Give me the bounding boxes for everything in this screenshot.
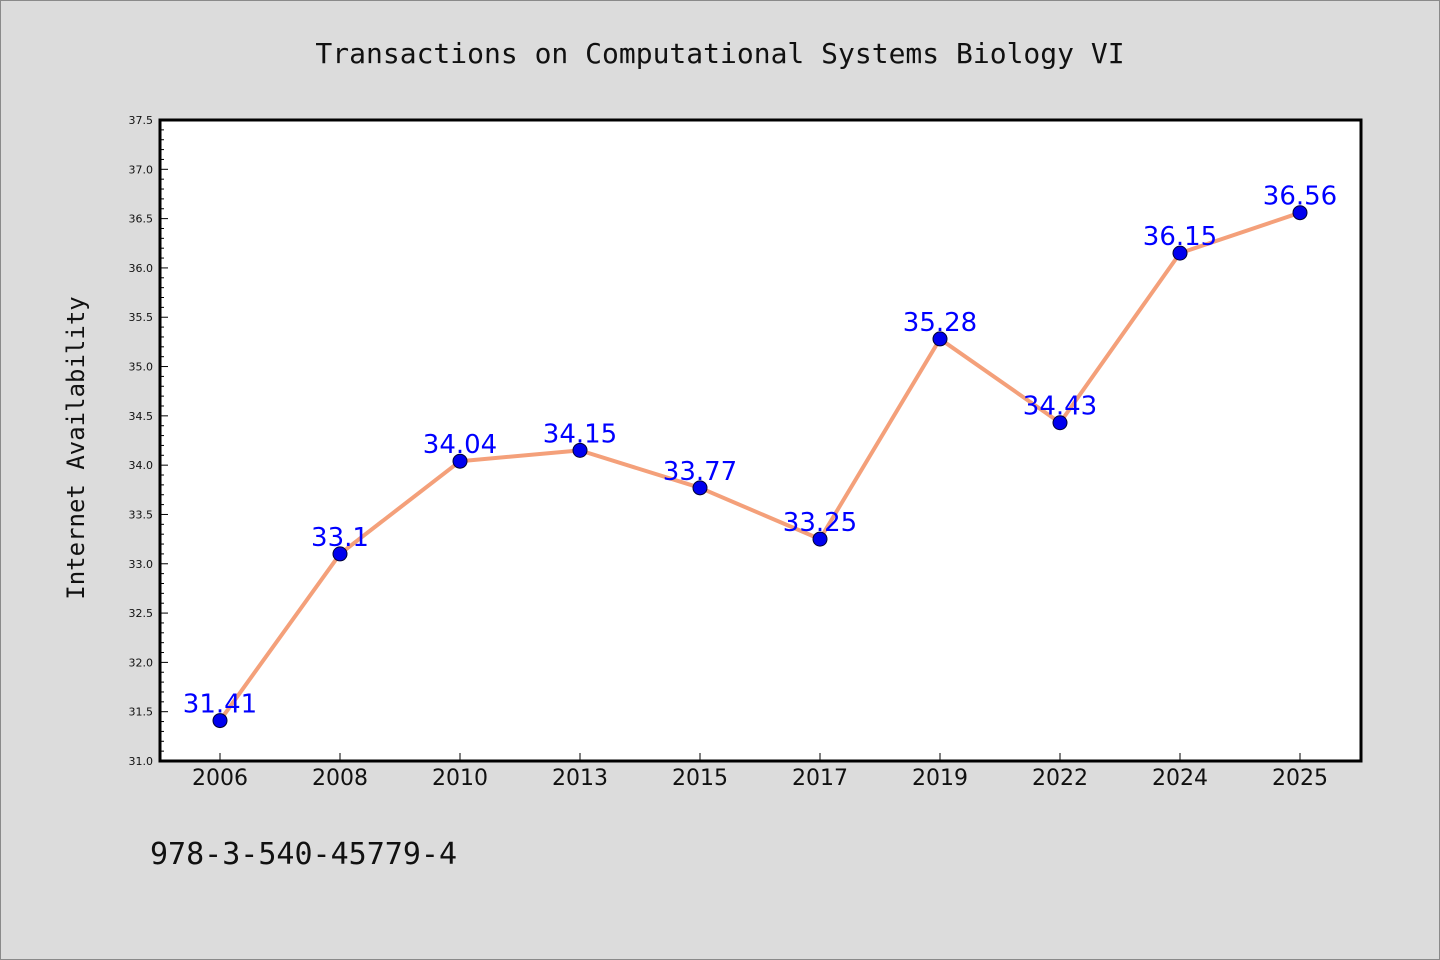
series: 31.41 33.1 34.04 34.15 33.77 33.25 35.28 34.43 3… [183,182,1337,729]
x-tick-label: 2017 [792,766,848,791]
y-tick-label: 36.5 [129,213,154,226]
chart-title: Transactions on Computational Systems Bi… [315,37,1124,70]
data-label: 36.56 [1263,182,1337,212]
data-point [332,546,348,562]
data-label: 36.15 [1143,222,1217,252]
data-point [812,531,828,547]
data-label: 34.15 [543,419,617,449]
data-point [452,453,468,469]
y-tick-label: 32.5 [129,607,154,620]
data-point [1172,245,1188,261]
y-tick-label: 34.5 [129,410,154,423]
x-tick-label: 2013 [552,766,608,791]
data-point [1292,205,1308,221]
x-tick-label: 2019 [912,766,968,791]
data-point [572,442,588,458]
data-label: 33.1 [311,523,369,553]
isbn-text: 978-3-540-45779-4 [150,837,457,872]
data-point [1052,415,1068,431]
plot-area [158,118,1363,763]
y-tick-label: 36.0 [129,262,154,275]
y-tick-label: 35.0 [129,361,154,374]
y-tick-label: 33.0 [129,558,154,571]
y-tick-label: 34.0 [129,459,154,472]
x-tick-label: 2008 [312,766,368,791]
data-label: 34.43 [1023,392,1097,422]
y-tick-label: 32.0 [129,656,154,669]
x-tick-label: 2015 [672,766,728,791]
data-label: 35.28 [903,308,977,338]
data-label: 33.77 [663,457,737,487]
y-tick-label: 31.5 [129,706,154,719]
data-point [692,480,708,496]
x-tick-label: 2025 [1272,766,1328,791]
x-tick-label: 2022 [1032,766,1088,791]
y-tick-label: 31.0 [129,755,154,768]
y-tick-label: 35.5 [129,311,154,324]
y-tick-label: 37.5 [129,114,154,127]
data-label: 34.04 [423,430,497,460]
y-tick-label: 37.0 [129,163,154,176]
x-tick-label: 2006 [192,766,248,791]
y-axis: 31.0 31.5 32.0 32.5 33.0 33.5 34.0 34.5 35.0 35.5… [129,114,168,768]
data-label: 33.25 [783,508,857,538]
data-point [932,331,948,347]
data-label: 31.41 [183,690,257,720]
data-point [212,713,228,729]
x-tick-label: 2024 [1152,766,1208,791]
series-line [218,210,1302,723]
y-tick-label: 33.5 [129,508,154,521]
x-axis: 2006 2008 2010 2013 2015 2017 2019 2022 2024 2025 [192,753,1328,791]
y-axis-label: Internet Availability [62,296,90,599]
x-tick-label: 2010 [432,766,488,791]
